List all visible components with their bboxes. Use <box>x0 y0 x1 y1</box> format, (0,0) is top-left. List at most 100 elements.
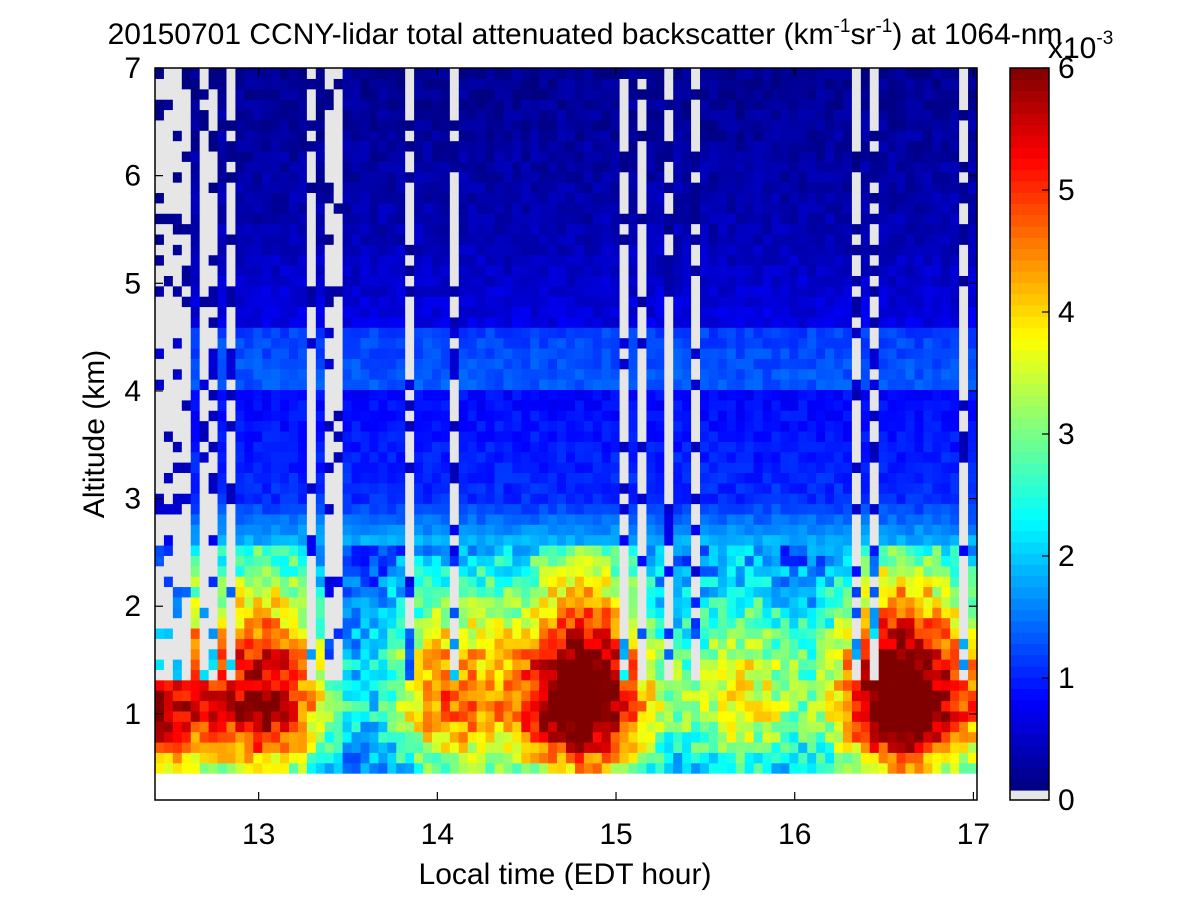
heatmap-cell <box>637 233 648 245</box>
heatmap-cell <box>753 192 764 204</box>
heatmap-cell <box>360 638 371 650</box>
heatmap-cell <box>431 285 442 297</box>
heatmap-cell <box>163 202 174 214</box>
heatmap-cell <box>405 192 415 204</box>
heatmap-cell <box>414 213 424 225</box>
heatmap-cell <box>208 306 219 318</box>
heatmap-cell <box>414 296 424 308</box>
heatmap-cell <box>423 233 433 245</box>
heatmap-cell <box>440 306 451 318</box>
heatmap-cell <box>530 399 540 411</box>
heatmap-cell <box>306 669 317 681</box>
heatmap-cell <box>324 337 335 349</box>
heatmap-cell <box>181 762 192 774</box>
heatmap-cell <box>458 627 469 639</box>
heatmap-cell <box>297 607 308 619</box>
heatmap-cell <box>289 265 299 276</box>
heatmap-cell <box>181 482 192 494</box>
heatmap-cell <box>664 544 674 556</box>
heatmap-cell <box>726 524 737 536</box>
heatmap-cell <box>414 244 424 256</box>
heatmap-cell <box>548 119 558 131</box>
heatmap-cell <box>306 399 317 411</box>
heatmap-cell <box>467 130 478 142</box>
heatmap-cell <box>172 99 183 111</box>
heatmap-cell <box>324 306 335 318</box>
heatmap-cell <box>592 410 603 422</box>
heatmap-cell <box>574 576 585 588</box>
heatmap-cell <box>181 700 192 712</box>
heatmap-cell <box>566 99 576 111</box>
heatmap-cell <box>601 596 612 608</box>
heatmap-cell <box>753 316 764 328</box>
heatmap-cell <box>387 68 397 79</box>
heatmap-cell <box>798 389 808 401</box>
heatmap-cell <box>485 182 496 194</box>
heatmap-cell <box>378 244 388 256</box>
heatmap-cell <box>405 296 415 308</box>
heatmap-cell <box>637 555 648 567</box>
heatmap-cell <box>673 171 683 183</box>
heatmap-cell <box>342 555 353 567</box>
heatmap-cell <box>253 710 263 722</box>
heatmap-cell <box>726 586 737 598</box>
heatmap-cell <box>708 347 719 359</box>
heatmap-cell <box>199 192 210 204</box>
heatmap-cell <box>235 482 245 494</box>
heatmap-cell <box>557 690 567 702</box>
heatmap-cell <box>673 544 683 556</box>
heatmap-cell <box>539 669 549 681</box>
heatmap-cell <box>735 109 746 121</box>
heatmap-cell <box>333 410 344 422</box>
heatmap-cell <box>253 347 263 359</box>
heatmap-cell <box>574 327 585 339</box>
heatmap-cell <box>521 690 531 702</box>
heatmap-cell <box>717 88 728 100</box>
heatmap-cell <box>691 607 701 619</box>
heatmap-cell <box>646 472 656 484</box>
heatmap-cell <box>342 669 353 681</box>
heatmap-cell <box>601 513 612 525</box>
heatmap-cell <box>431 731 442 743</box>
heatmap-cell <box>691 721 701 733</box>
heatmap-cell <box>306 700 317 712</box>
heatmap-cell <box>503 171 513 183</box>
heatmap-cell <box>682 555 692 567</box>
heatmap-cell <box>601 285 612 297</box>
heatmap-cell <box>655 679 665 691</box>
heatmap-cell <box>289 78 299 90</box>
heatmap-cell <box>351 68 362 79</box>
heatmap-cell <box>744 140 755 152</box>
heatmap-cell <box>646 192 656 204</box>
heatmap-cell <box>503 337 513 349</box>
heatmap-cell <box>360 586 371 598</box>
heatmap-cell <box>512 368 522 380</box>
heatmap-cell <box>414 503 424 515</box>
heatmap-cell <box>360 524 371 536</box>
heatmap-cell <box>342 213 353 225</box>
heatmap-cell <box>217 296 228 308</box>
heatmap-cell <box>700 316 710 328</box>
heatmap-cell <box>494 161 505 173</box>
heatmap-cell <box>476 721 487 733</box>
heatmap-cell <box>351 503 362 515</box>
heatmap-cell <box>744 182 755 194</box>
heatmap-cell <box>735 700 746 712</box>
heatmap-cell <box>244 482 254 494</box>
heatmap-cell <box>583 493 594 505</box>
heatmap-cell <box>163 368 174 380</box>
heatmap-cell <box>539 223 549 235</box>
heatmap-cell <box>503 451 513 463</box>
heatmap-cell <box>449 596 460 608</box>
heatmap-cell <box>306 493 317 505</box>
heatmap-cell <box>396 202 406 214</box>
heatmap-cell <box>485 710 496 722</box>
heatmap-cell <box>539 109 549 121</box>
heatmap-cell <box>708 399 719 411</box>
heatmap-cell <box>440 731 451 743</box>
heatmap-cell <box>280 244 290 256</box>
heatmap-cell <box>717 109 728 121</box>
heatmap-cell <box>378 233 388 245</box>
heatmap-cell <box>503 265 513 276</box>
heatmap-cell <box>405 410 415 422</box>
